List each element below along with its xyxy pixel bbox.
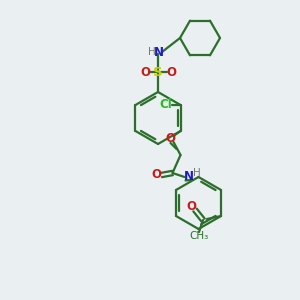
Text: N: N	[154, 46, 164, 59]
Text: Cl: Cl	[159, 98, 172, 112]
Text: O: O	[166, 133, 176, 146]
Text: H: H	[148, 47, 156, 57]
Text: H: H	[193, 168, 200, 178]
Text: O: O	[152, 169, 161, 182]
Text: O: O	[166, 65, 176, 79]
Text: N: N	[184, 170, 194, 184]
Text: S: S	[153, 65, 163, 79]
Text: O: O	[186, 200, 196, 212]
Text: O: O	[140, 65, 150, 79]
Text: CH₃: CH₃	[189, 231, 209, 241]
